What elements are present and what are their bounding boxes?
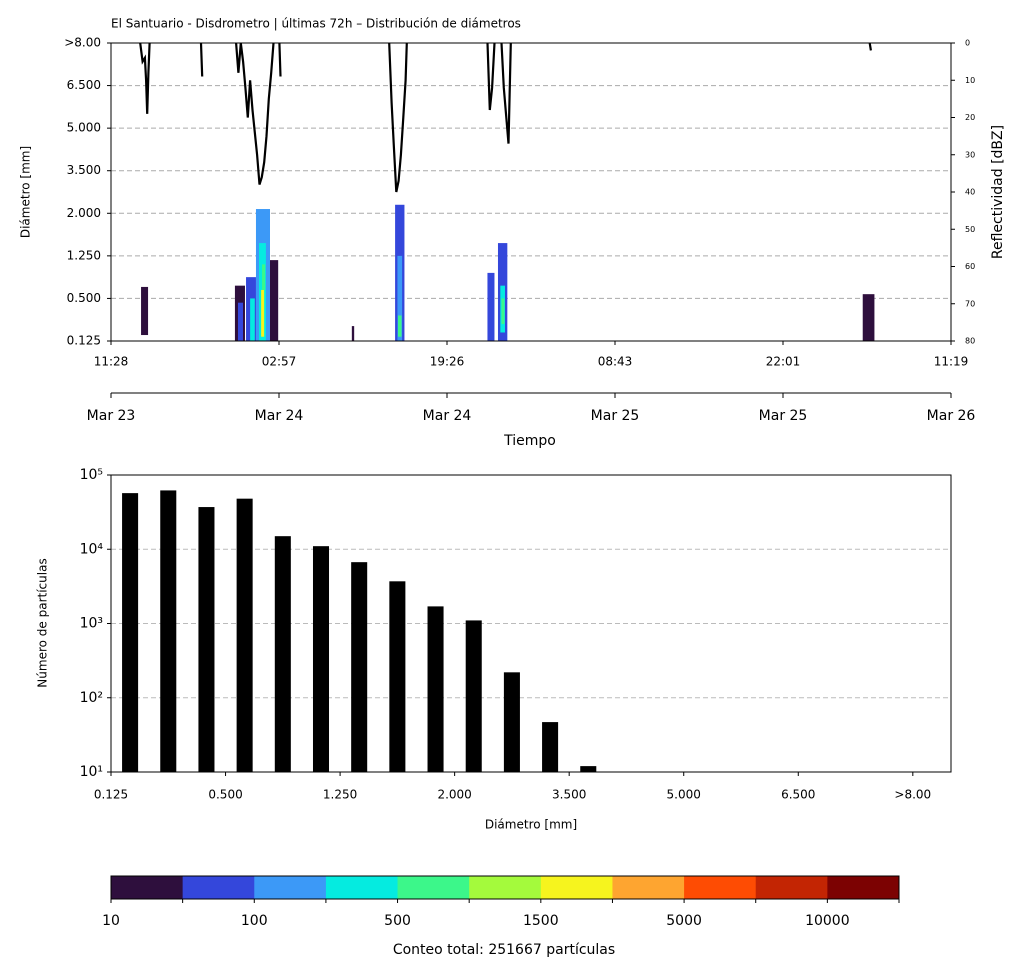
bar <box>389 581 406 772</box>
x2-tick-label: Mar 23 <box>87 408 136 424</box>
colorbar-tick-label: 10000 <box>805 913 850 929</box>
colorbar-segment <box>182 876 255 899</box>
y-tick-label: 5.000 <box>67 121 101 135</box>
bar <box>503 672 520 772</box>
y-tick-label: 3.500 <box>67 163 101 177</box>
bar <box>427 606 444 772</box>
x-tick-label: 22:01 <box>766 355 801 369</box>
y2-tick-label: 10 <box>965 76 975 85</box>
heatmap-cell <box>862 294 875 341</box>
y-axis-label: Número de partículas <box>36 558 50 687</box>
x2-tick-label: Mar 25 <box>759 408 808 424</box>
x-tick-label: 3.500 <box>552 788 586 802</box>
y-tick-label: 2.000 <box>67 206 101 220</box>
y-tick-label: 10³ <box>80 616 103 632</box>
x-tick-label: 19:26 <box>430 355 465 369</box>
bar <box>274 536 291 772</box>
x-tick-label: >8.00 <box>894 788 931 802</box>
colorbar-tick-label: 10 <box>102 913 120 929</box>
y-axis-label: Diámetro [mm] <box>19 146 33 238</box>
x2-tick-label: Mar 24 <box>423 408 472 424</box>
y2-tick-label: 30 <box>965 150 975 159</box>
colorbar-segment <box>755 876 828 899</box>
colorbar-tick-label: 500 <box>384 913 411 929</box>
y-tick-label: 0.500 <box>67 291 101 305</box>
y2-tick-label: 80 <box>965 337 975 346</box>
x2-tick-label: Mar 25 <box>591 408 640 424</box>
x-tick-label: 6.500 <box>781 788 815 802</box>
bar <box>312 546 330 772</box>
y2-tick-label: 60 <box>965 262 975 271</box>
y-tick-label: 0.125 <box>67 334 101 348</box>
heatmap-cell <box>398 315 402 337</box>
x-tick-label: 02:57 <box>262 355 297 369</box>
heatmap-cell <box>250 298 255 341</box>
colorbar-tick-label: 1500 <box>523 913 559 929</box>
colorbar-segment <box>325 876 399 899</box>
bar <box>465 620 482 772</box>
colorbar-segment <box>612 876 685 899</box>
bar <box>160 490 177 772</box>
x-tick-label: 11:19 <box>934 355 969 369</box>
bar <box>236 498 253 772</box>
heatmap-cell <box>397 255 403 341</box>
reflectivity-line <box>139 42 872 193</box>
heatmap-cell <box>487 272 495 341</box>
x-tick-label: 08:43 <box>598 355 633 369</box>
heatmap-cell <box>269 260 279 341</box>
heatmap-cell <box>351 326 355 341</box>
colorbar-tick-label: 100 <box>241 913 268 929</box>
y-tick-label: 10² <box>80 690 103 706</box>
colorbar-segment <box>684 876 757 899</box>
x-axis-label: Diámetro [mm] <box>485 818 577 832</box>
x-tick-label: 1.250 <box>323 788 357 802</box>
y2-tick-label: 20 <box>965 113 975 122</box>
chart-title: El Santuario - Disdrometro | últimas 72h… <box>111 17 521 31</box>
x-axis-label: Tiempo <box>503 433 556 449</box>
colorbar-tick-label: 5000 <box>666 913 702 929</box>
colorbar-segment <box>469 876 542 899</box>
y2-axis-label: Reflectividad [dBZ] <box>990 125 1006 259</box>
y-tick-label: >8.00 <box>64 36 101 50</box>
x-tick-label: 11:28 <box>94 355 129 369</box>
y2-tick-label: 0 <box>965 39 970 48</box>
heatmap-cell <box>261 289 265 337</box>
x2-tick-label: Mar 24 <box>255 408 304 424</box>
colorbar-segment <box>254 876 327 899</box>
x-tick-label: 5.000 <box>667 788 701 802</box>
x2-tick-label: Mar 26 <box>927 408 976 424</box>
colorbar-label: Conteo total: 251667 partículas <box>393 942 615 958</box>
y-tick-label: 1.250 <box>67 248 101 262</box>
bar <box>198 507 215 772</box>
y2-tick-label: 70 <box>965 299 975 308</box>
y-tick-label: 10¹ <box>80 764 103 780</box>
y-tick-label: 6.500 <box>67 78 101 92</box>
y-tick-label: 10⁵ <box>80 467 103 483</box>
heatmap-cell <box>501 298 505 324</box>
x-tick-label: 0.500 <box>208 788 242 802</box>
heatmap-cell <box>141 286 149 336</box>
heatmap-cell <box>262 264 266 290</box>
colorbar-segment <box>111 876 184 899</box>
colorbar-segment <box>397 876 470 899</box>
y-tick-label: 10⁴ <box>80 541 104 557</box>
y2-tick-label: 40 <box>965 188 975 197</box>
colorbar-segment <box>827 876 900 899</box>
bar <box>542 722 559 772</box>
plot-frame <box>110 474 952 773</box>
bar <box>580 766 597 772</box>
colorbar-frame <box>110 875 900 900</box>
colorbar-segment <box>540 876 613 899</box>
heatmap-cell <box>237 302 243 341</box>
y2-tick-label: 50 <box>965 225 975 234</box>
x-tick-label: 0.125 <box>94 788 128 802</box>
x-tick-label: 2.000 <box>437 788 471 802</box>
bar <box>122 493 139 772</box>
bar <box>351 562 368 772</box>
